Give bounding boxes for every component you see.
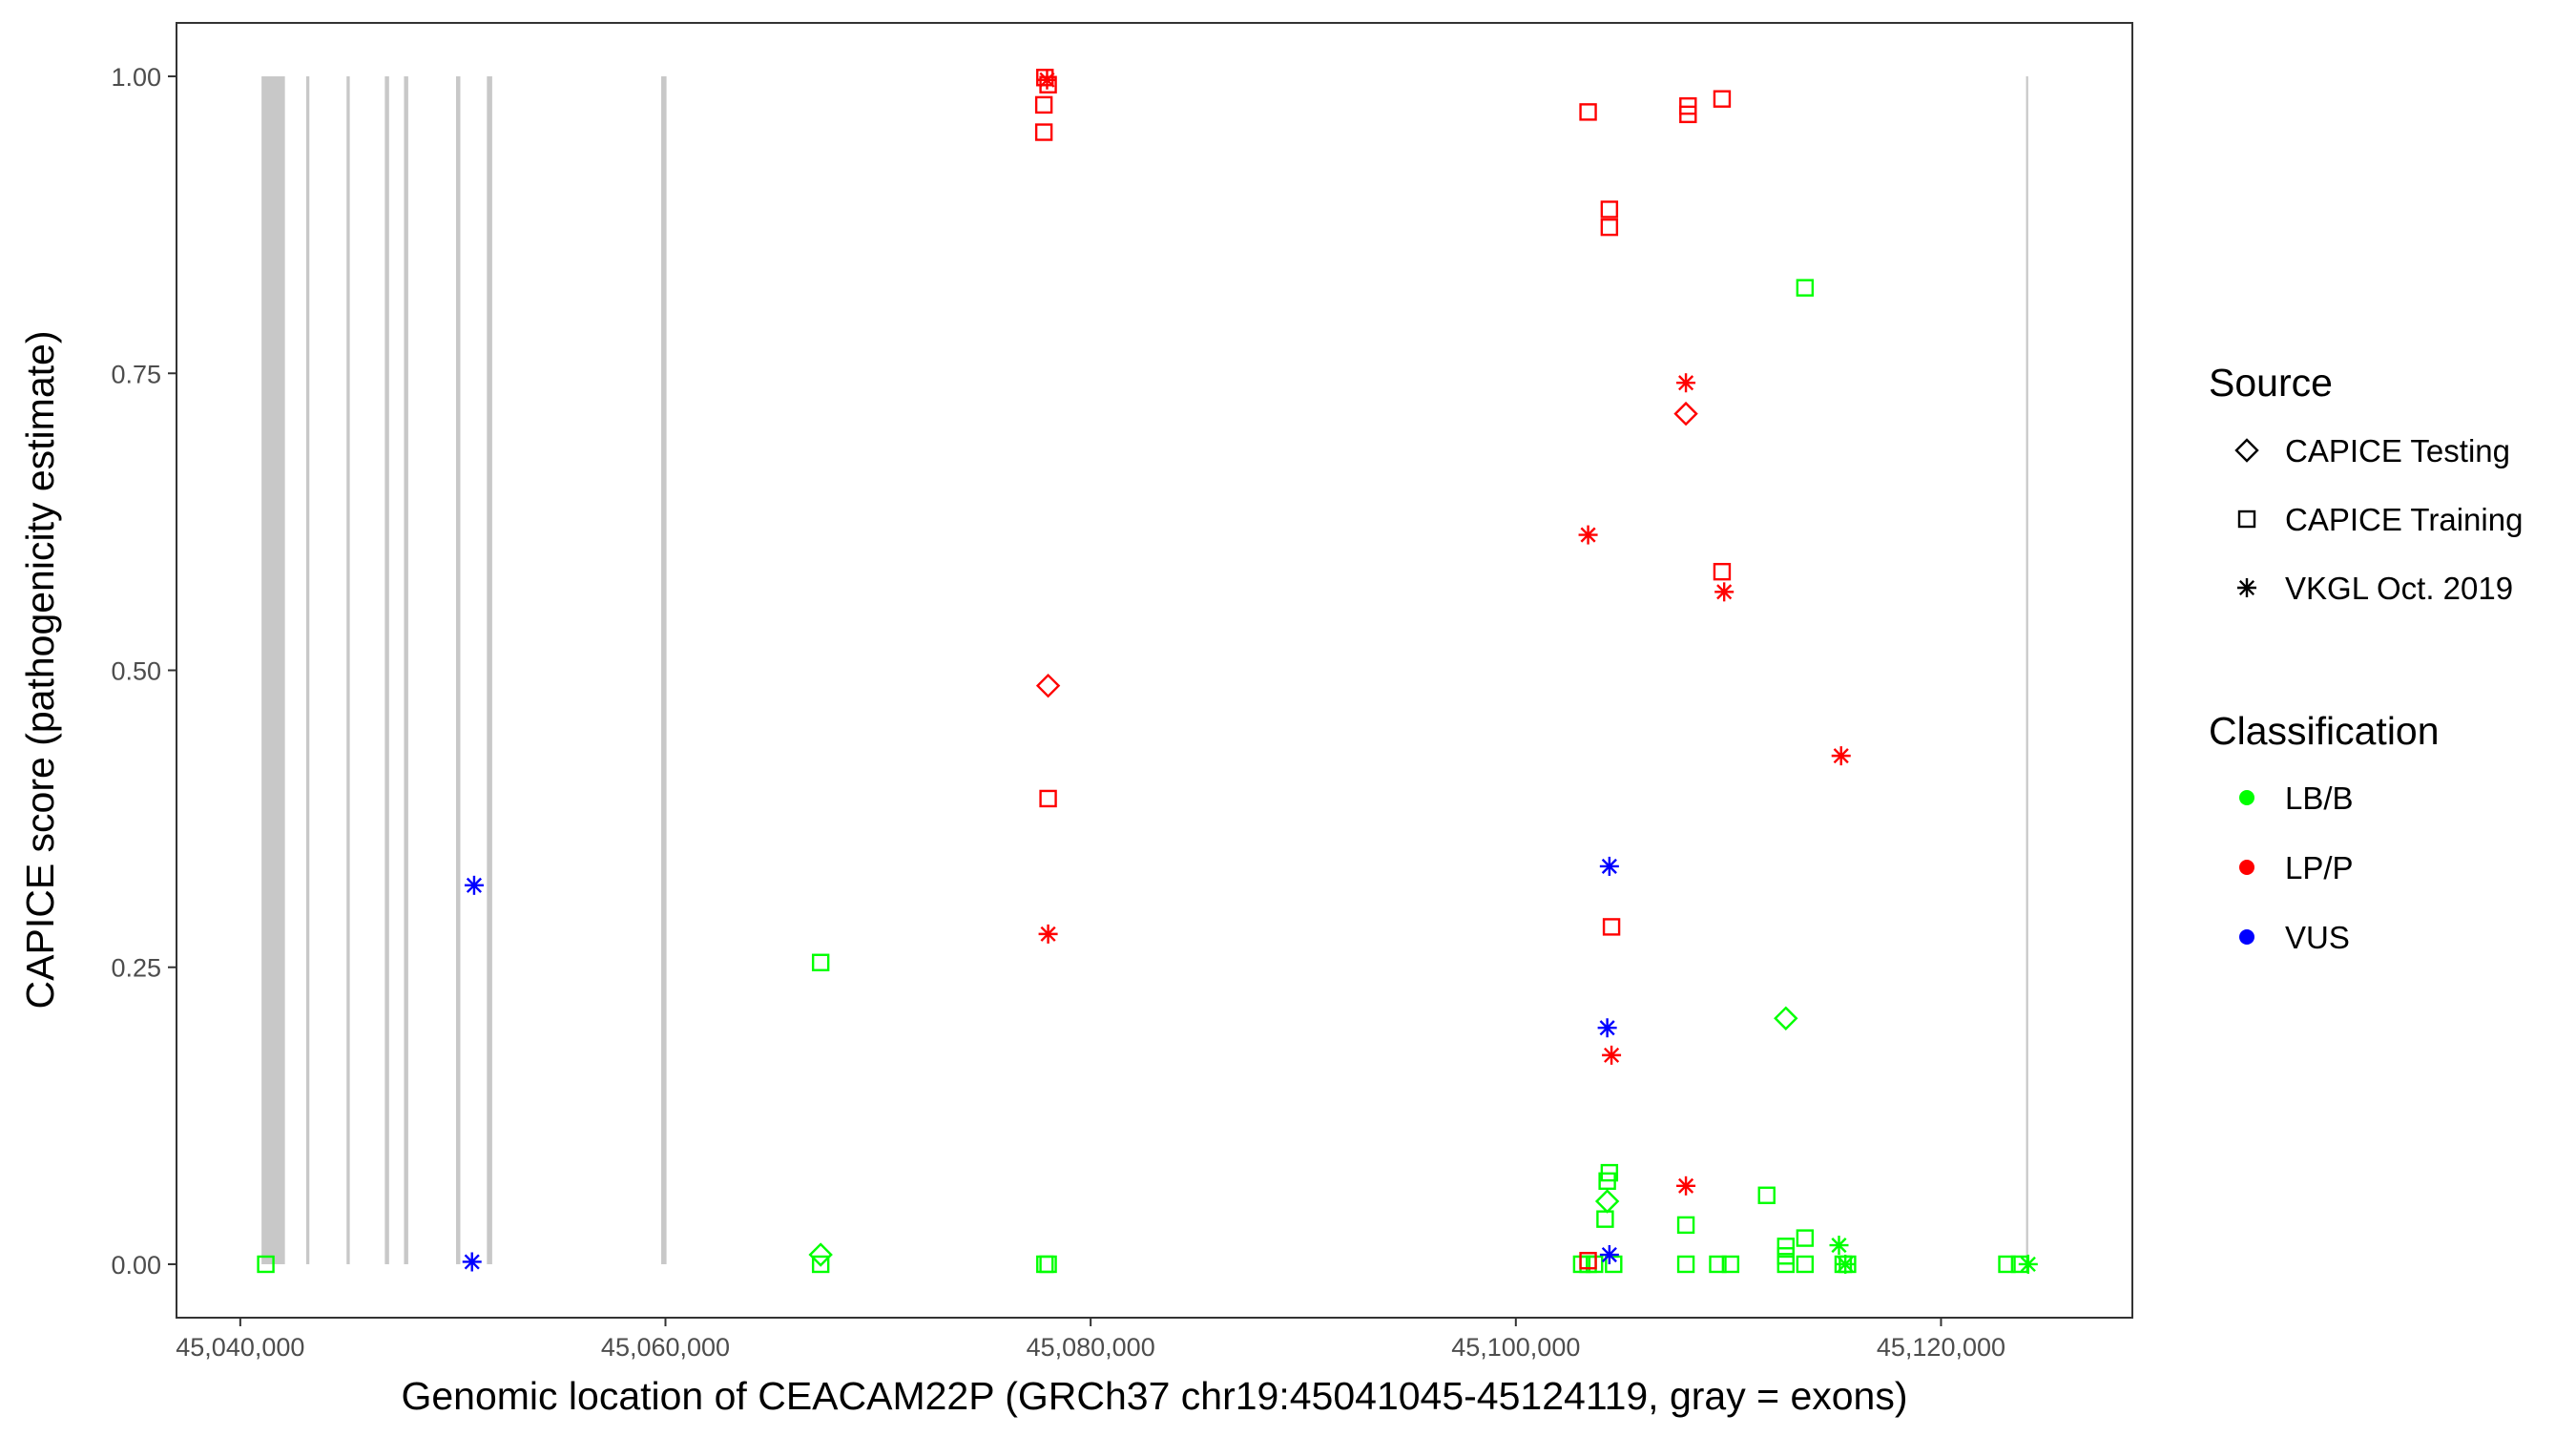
data-point <box>1586 1255 1604 1274</box>
data-point <box>1039 789 1057 808</box>
data-point <box>1039 1255 1057 1274</box>
data-point <box>1035 673 1061 698</box>
legend-source-title: Source <box>2209 361 2333 405</box>
x-axis-title: Genomic location of CEACAM22P (GRCh37 ch… <box>401 1374 1907 1418</box>
exon-band <box>404 76 408 1264</box>
data-point <box>1713 562 1732 581</box>
data-point <box>1721 1255 1740 1274</box>
data-point <box>1034 123 1053 141</box>
data-point <box>1594 1189 1620 1214</box>
y-tick-label: 1.00 <box>111 63 161 92</box>
legend-source-label: CAPICE Training <box>2285 502 2523 537</box>
y-tick-label: 0.25 <box>111 954 161 983</box>
x-tick-label: 45,040,000 <box>176 1333 304 1362</box>
data-point <box>1037 70 1057 90</box>
data-points <box>257 69 2038 1274</box>
x-tick-label: 45,100,000 <box>1451 1333 1580 1362</box>
data-point <box>1579 1252 1597 1270</box>
data-point <box>1579 103 1597 121</box>
legend-classification-key <box>2239 790 2254 805</box>
data-point <box>1599 1245 1619 1265</box>
data-point <box>1579 1255 1597 1274</box>
data-point <box>1774 1006 1798 1030</box>
x-tick-label: 45,060,000 <box>601 1333 730 1362</box>
data-point <box>1038 924 1058 944</box>
y-tick-label: 0.50 <box>111 657 161 686</box>
x-tick-label: 45,080,000 <box>1027 1333 1155 1362</box>
data-point <box>1757 1186 1776 1204</box>
data-point <box>1679 105 1697 124</box>
exon-band <box>456 76 461 1264</box>
legend-classification-title: Classification <box>2209 709 2440 753</box>
plot-panel-border <box>176 22 2133 1319</box>
legend-source-key <box>2234 438 2259 463</box>
data-point <box>1713 90 1732 108</box>
data-point <box>1602 918 1621 936</box>
data-point <box>1796 1229 1815 1247</box>
data-point <box>1714 582 1735 602</box>
y-tick-label: 0.00 <box>111 1251 161 1280</box>
data-point <box>1600 218 1619 237</box>
data-point <box>1596 1210 1614 1228</box>
data-point <box>1034 95 1053 114</box>
legend-classification-label: LB/B <box>2285 780 2354 816</box>
exon-band <box>2025 76 2028 1264</box>
exon-band <box>261 76 285 1264</box>
data-point <box>1998 1255 2016 1274</box>
legend-source-label: CAPICE Testing <box>2285 433 2510 468</box>
legend-classification-label: VUS <box>2285 920 2350 955</box>
data-point <box>1776 1238 1795 1256</box>
legend-classification-key <box>2239 929 2254 945</box>
data-point <box>257 1255 275 1274</box>
data-point <box>1605 1255 1623 1274</box>
data-point <box>464 875 484 895</box>
data-point <box>1839 1255 1857 1274</box>
data-point <box>1831 746 1851 766</box>
data-point <box>1599 856 1619 876</box>
data-point <box>1676 1216 1695 1235</box>
data-point <box>811 1255 830 1274</box>
legend-source-key <box>2237 578 2256 597</box>
data-point <box>1600 1163 1619 1182</box>
exon-band <box>384 76 389 1264</box>
data-point <box>1676 373 1696 393</box>
data-point <box>1776 1247 1795 1265</box>
legend-source-label: VKGL Oct. 2019 <box>2285 571 2513 606</box>
data-point <box>1829 1236 1849 1256</box>
data-point <box>1796 1255 1815 1274</box>
data-point <box>1709 1255 1727 1274</box>
data-point <box>1673 401 1698 427</box>
data-point <box>462 1252 482 1272</box>
exon-band <box>487 76 492 1264</box>
legend-source-key <box>2237 510 2256 529</box>
y-tick-label: 0.75 <box>111 360 161 388</box>
data-point <box>1597 1018 1617 1038</box>
data-point <box>1600 200 1619 219</box>
data-point <box>1796 279 1815 297</box>
data-point <box>808 1242 833 1267</box>
exon-band <box>661 76 667 1264</box>
data-point <box>811 953 830 971</box>
exon-band <box>346 76 350 1264</box>
data-point <box>1602 1045 1622 1065</box>
data-point <box>1676 1176 1696 1196</box>
data-point <box>1676 1255 1695 1274</box>
y-axis: 0.00 0.25 0.50 0.75 1.00 <box>111 63 177 1280</box>
legend-classification-label: LP/P <box>2285 850 2354 885</box>
data-point <box>2018 1254 2038 1274</box>
y-axis-title: CAPICE score (pathogenicity estimate) <box>18 331 62 1009</box>
exon-band <box>305 76 310 1264</box>
legend-classification: Classification LB/B LP/P VUS <box>2209 709 2440 955</box>
x-axis: 45,040,000 45,060,000 45,080,000 45,100,000… <box>176 1318 2005 1362</box>
legend-source: Source CAPICE Testing CAPICE Training VKGL… <box>2209 361 2523 606</box>
exon-bands <box>261 76 2028 1264</box>
data-point <box>1578 525 1598 545</box>
data-point <box>1039 75 1057 94</box>
legend-classification-key <box>2239 860 2254 875</box>
x-tick-label: 45,120,000 <box>1877 1333 2005 1362</box>
